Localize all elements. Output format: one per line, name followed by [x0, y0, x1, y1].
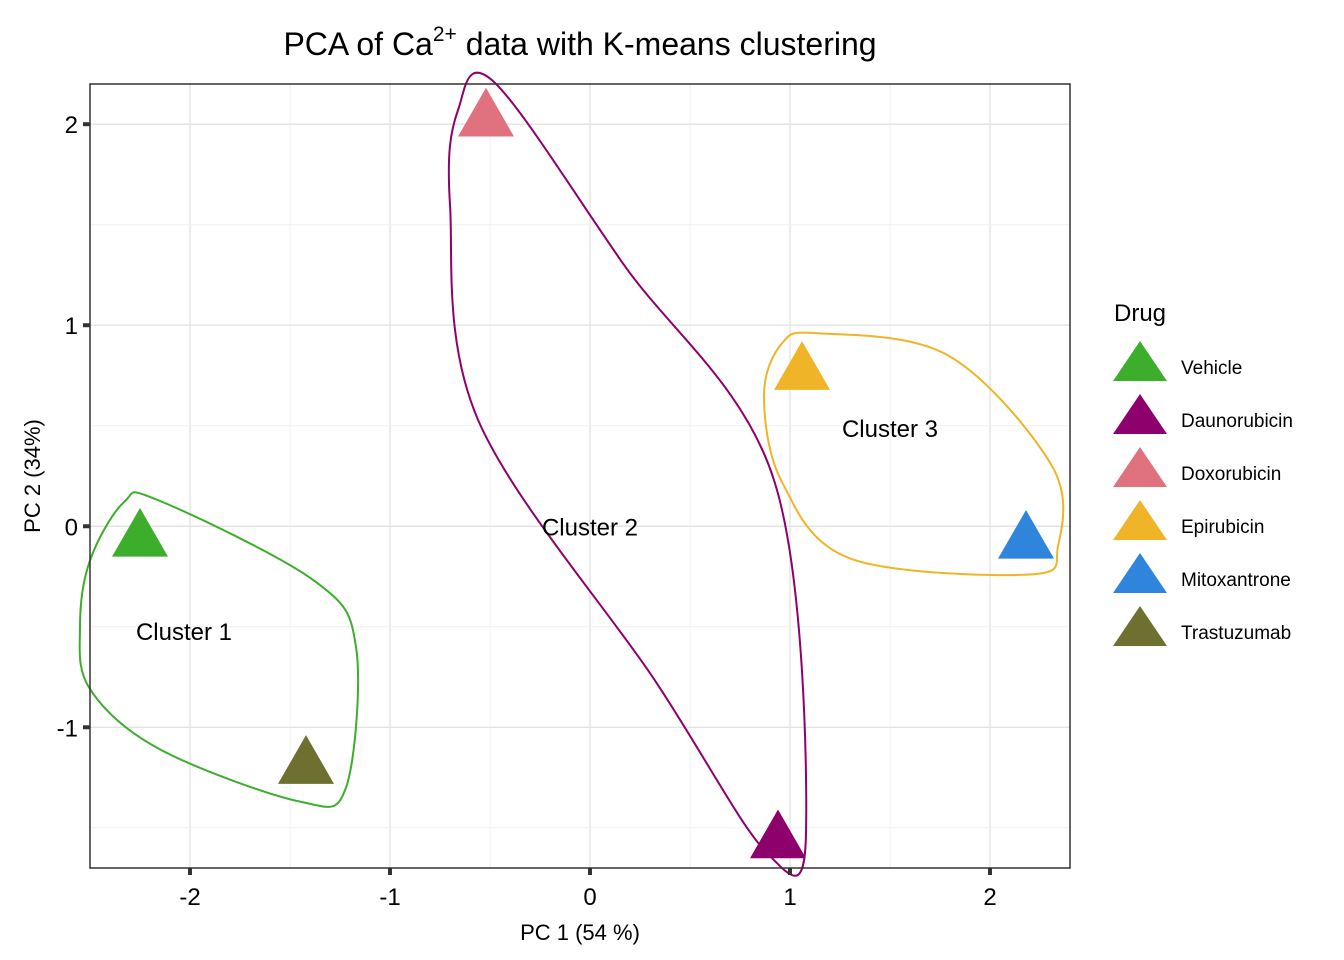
plot-panel: Cluster 1 Cluster 2 Cluster 3 — [78, 71, 1071, 877]
legend: Drug Vehicle Daunorubicin Doxorubicin Epiru… — [1113, 300, 1293, 646]
cluster-labels: Cluster 1 Cluster 2 Cluster 3 — [136, 416, 938, 646]
point-doxorubicin — [458, 87, 514, 137]
panel-border — [89, 83, 1071, 869]
x-tick-label: 0 — [583, 884, 596, 911]
legend-label-doxorubicin: Doxorubicin — [1181, 464, 1281, 485]
y-tick-label: 1 — [65, 313, 78, 340]
y-tick-label: 2 — [65, 112, 78, 139]
legend-key-epirubicin — [1113, 500, 1167, 540]
legend-label-mitoxantrone: Mitoxantrone — [1181, 570, 1291, 591]
x-tick-label: -1 — [379, 884, 400, 911]
legend-key-vehicle — [1113, 341, 1167, 381]
title-superscript: 2+ — [433, 23, 457, 46]
x-axis: -2 -1 0 1 2 — [179, 868, 997, 911]
panel-background — [90, 84, 1070, 868]
x-tick-label: -2 — [179, 884, 200, 911]
legend-title: Drug — [1114, 300, 1166, 327]
legend-label-trastuzumab: Trastuzumab — [1181, 623, 1291, 644]
data-points — [112, 87, 1054, 859]
y-tick-label: -1 — [57, 715, 78, 742]
legend-key-doxorubicin — [1113, 447, 1167, 487]
point-trastuzumab — [278, 735, 334, 784]
legend-key-trastuzumab — [1113, 606, 1167, 646]
cluster-label-2: Cluster 2 — [542, 514, 638, 541]
point-mitoxantrone — [998, 509, 1054, 559]
cluster-hull-3 — [762, 331, 1065, 577]
legend-label-daunorubicin: Daunorubicin — [1181, 411, 1293, 432]
cluster-label-3: Cluster 3 — [842, 416, 938, 443]
cluster-hull-2 — [447, 71, 808, 877]
x-tick-label: 1 — [783, 884, 796, 911]
legend-key-daunorubicin — [1113, 394, 1167, 434]
legend-label-vehicle: Vehicle — [1181, 358, 1242, 379]
title-rest: data with K-means clustering — [457, 26, 877, 62]
cluster-label-1: Cluster 1 — [136, 619, 232, 646]
x-tick-label: 2 — [983, 884, 996, 911]
point-vehicle — [112, 507, 168, 557]
x-axis-title: PC 1 (54 %) — [520, 920, 640, 945]
legend-label-epirubicin: Epirubicin — [1181, 517, 1264, 538]
point-epirubicin — [774, 341, 830, 390]
cluster-hulls — [78, 71, 1065, 877]
chart-title: PCA of Ca2+ data with K-means clustering — [283, 23, 876, 62]
cluster-hull-1 — [78, 491, 359, 808]
y-axis-title: PC 2 (34%) — [20, 419, 45, 533]
point-daunorubicin — [750, 809, 806, 859]
y-axis: -1 0 1 2 — [57, 112, 90, 742]
legend-key-mitoxantrone — [1113, 553, 1167, 593]
y-tick-label: 0 — [65, 514, 78, 541]
